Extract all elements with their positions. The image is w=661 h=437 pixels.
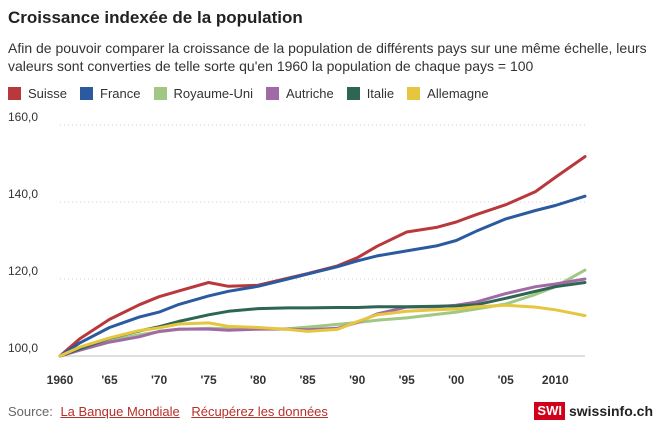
series-line-france[interactable]: [58, 194, 587, 358]
x-axis: 1960 '65 '70 '75 '80 '85 '90 '95 '00 '05 2010: [47, 373, 569, 387]
line-chart: 100,0 120,0 140,0 160,0 1960 '65 '70 '75 '80 '85…: [8, 110, 587, 387]
legend-swatch: [407, 86, 421, 100]
legend-label: France: [100, 85, 141, 101]
legend-item[interactable]: Suisse: [8, 86, 67, 101]
x-tick-label: 1960: [47, 373, 74, 387]
y-tick-label: 160,0: [8, 110, 38, 124]
x-tick-label: '65: [101, 373, 118, 387]
x-tick-label: 2010: [542, 373, 569, 387]
y-tick-label: 100,0: [8, 341, 38, 355]
brand-badge: SWI: [534, 402, 565, 420]
chart-subtitle: Afin de pouvoir comparer la croissance d…: [8, 40, 647, 74]
x-tick-label: '75: [200, 373, 217, 387]
chart-grid: [60, 124, 585, 357]
legend-swatch: [80, 86, 94, 100]
brand-domain: swissinfo.ch: [568, 403, 653, 419]
brand-logo[interactable]: SWI swissinfo.ch: [534, 402, 653, 420]
y-tick-label: 140,0: [8, 187, 38, 201]
legend-item[interactable]: Allemagne: [407, 85, 489, 101]
chart-legend: Suisse France Royaume-Uni Autriche Italie All…: [8, 84, 502, 102]
x-tick-label: '70: [151, 373, 168, 387]
series-lines: [58, 155, 587, 358]
chart-title: Croissance indexée de la population: [8, 8, 303, 27]
chart-footer: Source: La Banque Mondiale Récupérez les…: [8, 404, 328, 419]
legend-label: Autriche: [285, 85, 334, 101]
series-line-allemagne[interactable]: [58, 303, 587, 358]
legend-label: Suisse: [28, 85, 68, 101]
legend-label: Royaume-Uni: [173, 85, 253, 101]
series-line-royaume-uni[interactable]: [58, 268, 587, 358]
x-tick-label: '80: [250, 373, 267, 387]
x-tick-label: '90: [349, 373, 366, 387]
legend-swatch: [8, 86, 21, 100]
x-tick-label: '85: [300, 373, 317, 387]
legend-swatch: [265, 86, 279, 100]
legend-swatch: [153, 86, 167, 100]
legend-label: Allemagne: [427, 85, 489, 101]
y-axis: 100,0 120,0 140,0 160,0: [8, 110, 38, 355]
legend-label: Italie: [366, 85, 395, 101]
x-tick-label: '05: [498, 373, 515, 387]
legend-item[interactable]: Royaume-Uni: [153, 85, 253, 101]
legend-swatch: [346, 86, 360, 100]
x-tick-label: '95: [399, 373, 416, 387]
legend-item[interactable]: Italie: [346, 85, 395, 101]
legend-item[interactable]: Autriche: [265, 85, 334, 101]
source-link[interactable]: La Banque Mondiale: [60, 404, 180, 419]
x-tick-label: '00: [448, 373, 465, 387]
legend-item[interactable]: France: [80, 85, 141, 101]
source-label: Source:: [8, 404, 53, 419]
y-tick-label: 120,0: [8, 264, 38, 278]
data-download-link[interactable]: Récupérez les données: [191, 404, 328, 419]
